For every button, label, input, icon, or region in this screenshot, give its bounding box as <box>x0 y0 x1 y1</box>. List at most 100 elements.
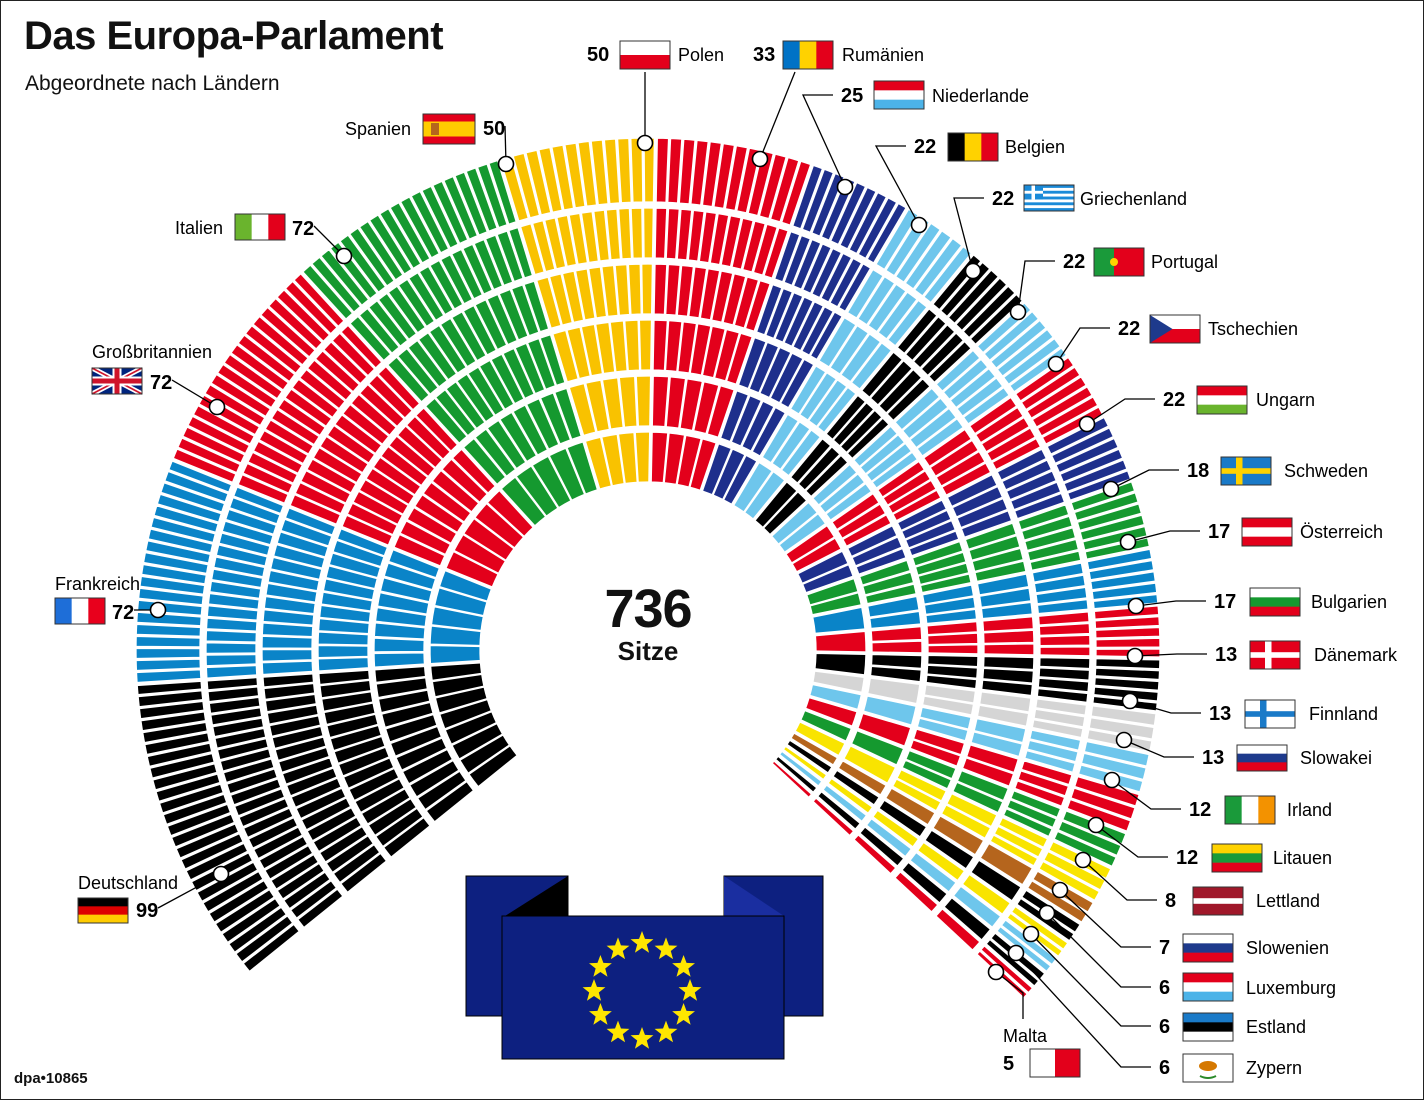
seat-block <box>261 660 314 676</box>
star-icon <box>630 1027 654 1049</box>
seat-block <box>741 220 767 273</box>
seat-block <box>474 428 517 478</box>
seat-block <box>210 706 263 726</box>
leader-line <box>953 197 984 272</box>
seat-block <box>140 563 208 585</box>
leader-line <box>1111 779 1181 810</box>
seat-block <box>139 575 206 596</box>
seat-block <box>373 652 426 668</box>
seat-block <box>600 433 625 487</box>
seat-block <box>318 825 369 863</box>
seat-block <box>601 376 624 430</box>
wedge-bulgarien <box>814 652 1161 713</box>
seat-block <box>1093 676 1160 692</box>
seat-block <box>264 844 314 881</box>
seat-block <box>926 620 979 636</box>
seat-block <box>500 476 547 527</box>
eu-banner-right-shadow <box>724 876 784 916</box>
country-seats: 13 <box>1215 644 1237 666</box>
seat-block <box>1033 574 1087 594</box>
seat-block <box>163 470 229 503</box>
country-seats: 18 <box>1187 460 1209 482</box>
seat-block <box>155 773 221 803</box>
seat-block <box>442 175 479 241</box>
seat-block <box>709 212 730 266</box>
seat-block <box>665 263 681 316</box>
seat-block <box>785 524 836 564</box>
leader-line <box>171 379 218 408</box>
seat-block <box>761 413 800 464</box>
leader-line <box>1110 469 1179 490</box>
seat-block <box>974 406 1024 444</box>
seat-block <box>384 713 438 743</box>
country-seats: 6 <box>1159 1016 1170 1038</box>
seat-block <box>314 349 361 393</box>
seat-block <box>758 153 787 220</box>
seat-block <box>923 596 977 616</box>
wedge-litauen <box>793 721 1112 902</box>
country-name: Großbritannien <box>92 342 212 362</box>
seat-block <box>1037 677 1090 693</box>
flag-ungarn-icon <box>1196 385 1248 415</box>
seat-block <box>689 323 712 376</box>
wedge-tschechien <box>796 416 1132 595</box>
seat-block <box>539 392 572 445</box>
seat-block <box>439 253 474 305</box>
country-name: Österreich <box>1300 522 1383 542</box>
seat-block <box>291 378 340 419</box>
country-name: Bulgarien <box>1311 592 1387 612</box>
seat-block <box>568 382 597 437</box>
seat-block <box>956 377 1004 417</box>
seat-block <box>221 897 282 944</box>
country-name: Deutschland <box>78 873 178 893</box>
flag-finnland-icon <box>1244 699 1296 729</box>
seat-block <box>911 540 964 567</box>
seat-block <box>326 713 379 739</box>
seat-block <box>348 227 396 287</box>
seat-block <box>876 460 926 498</box>
seat-block <box>922 428 973 468</box>
flag-belgien-icon <box>947 132 999 162</box>
seat-block <box>1059 448 1124 483</box>
seat-block <box>172 448 237 484</box>
seat-block <box>422 481 472 523</box>
seat-block <box>951 485 1004 518</box>
seat-block <box>609 320 628 373</box>
seat-block <box>383 562 437 591</box>
seat-block <box>1088 717 1155 740</box>
label-italien: Italien 72 <box>175 213 314 241</box>
country-seats: 12 <box>1176 847 1198 869</box>
seat-block <box>247 816 299 850</box>
seat-block <box>350 393 398 437</box>
leader-line <box>801 94 846 188</box>
seat-block <box>926 664 979 680</box>
seat-block <box>617 431 638 485</box>
flag-irland-icon <box>1224 795 1276 825</box>
seat-block <box>380 701 434 729</box>
seat-block <box>378 207 422 270</box>
seat-block <box>289 493 342 526</box>
seat-block <box>945 792 998 828</box>
seat-block <box>877 291 918 340</box>
leader-dot <box>636 134 654 152</box>
seat-block <box>214 888 276 934</box>
seat-block <box>616 137 632 204</box>
wedge-slowenien <box>785 739 1082 943</box>
seat-block <box>929 439 980 478</box>
country-seats: 6 <box>1159 977 1170 999</box>
seat-block <box>213 556 266 578</box>
seat-block <box>258 835 309 870</box>
label-malta: Malta 5 <box>1003 1026 1081 1078</box>
seat-block <box>978 587 1032 609</box>
seat-block <box>737 336 767 390</box>
seat-block <box>317 644 369 659</box>
seat-block <box>848 191 888 255</box>
seat-block <box>417 331 458 381</box>
seat-block <box>247 451 299 485</box>
star-icon <box>589 1003 612 1025</box>
country-name: Rumänien <box>842 45 924 65</box>
seat-block <box>614 263 631 316</box>
seat-block <box>814 630 867 654</box>
seat-block <box>789 437 832 484</box>
